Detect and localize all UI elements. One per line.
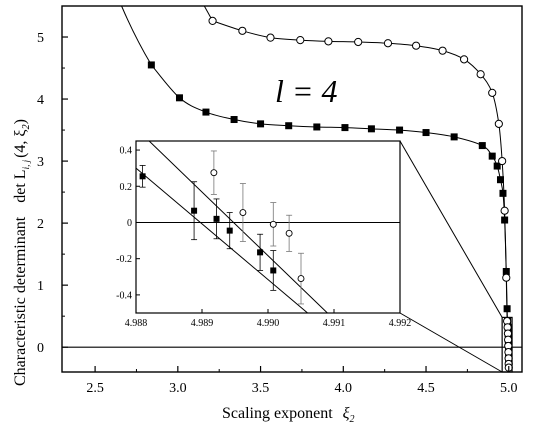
inset-data-point-circle [210,169,218,177]
x-tick-label: 3.5 [252,381,270,396]
data-point-circle [266,33,275,42]
data-point-square [175,94,183,102]
y-axis-args-close: ) [12,119,29,124]
y-tick-label: 4 [37,93,44,108]
inset-x-tick-label: 4.988 [125,318,148,329]
y-axis-det: det L [12,169,29,202]
data-point-square [341,124,349,132]
data-point-circle [412,41,421,50]
inset-y-tick-label: -0.4 [116,290,132,301]
x-tick-label: 4.0 [335,381,353,396]
y-tick-label: 0 [37,341,44,356]
zoom-guide-top [399,140,503,318]
inset-fit-line-circles [148,141,328,313]
inset-y-tick-label: -0.2 [116,254,132,265]
data-point-square [202,108,210,116]
data-point-square [488,152,496,160]
inset-data-point-square [213,215,220,222]
inset-frame [135,140,401,314]
data-point-circle [500,206,509,215]
y-tick-label: 5 [37,31,44,46]
data-point-circle [383,39,393,48]
x-axis-symbol: ξ [343,405,350,422]
data-point-circle [438,46,447,55]
data-point-circle [502,273,511,282]
inset-data-point-square [191,207,198,214]
data-point-square [501,216,509,224]
data-point-square [496,176,504,184]
inset-data-point-circle [297,275,305,283]
main-plot-frame [61,5,523,373]
inset-x-tick-label: 4.992 [389,318,412,329]
inset-data-point-square [226,227,233,234]
annotation-l4: l = 4 [275,73,337,109]
data-point-square [422,129,430,137]
inset-data-point-circle [269,220,277,228]
inset-data-point-circle [239,209,247,216]
y-axis-args: (4, ξ [12,129,29,157]
y-tick-label: 3 [37,155,44,170]
x-tick-label: 3.0 [169,381,187,396]
x-tick-label: 5.0 [500,381,518,396]
data-point-square [257,120,265,128]
x-axis-title-text: Scaling exponent [222,405,333,422]
inset-x-tick-label: 4.989 [191,318,214,329]
inset-fit-line-squares [136,167,308,313]
data-point-square [367,125,375,133]
inset-data-point-circle [285,229,293,237]
zoom-guide-bottom [399,312,503,373]
inset-x-tick-label: 4.990 [257,318,280,329]
y-tick-label: 1 [37,279,44,294]
data-point-circle [208,16,217,25]
data-point-square [147,61,155,69]
data-point-square [503,305,511,313]
x-axis-title: Scaling exponent ξ2 [222,405,355,425]
data-point-square [493,162,501,170]
x-axis-symbol-sub: 2 [350,414,355,425]
y-axis-det-sub: i, j [21,159,31,169]
inset-x-tick-label: 4.991 [323,318,346,329]
y-tick-label: 2 [37,217,44,232]
data-point-circle [459,55,469,64]
inset-data-point-square [257,249,264,256]
data-point-circle [324,37,333,46]
y-axis-args-sub: 2 [21,124,32,129]
inset-y-tick-label: 0.2 [120,182,133,193]
y-axis-title: Characteristic determinant det Li, j (4, ξ… [12,119,32,386]
y-axis-title-text: Characteristic determinant [12,216,29,386]
inset-y-tick-label: 0.4 [120,146,133,157]
inset-data-point-square [139,173,146,180]
data-point-circle [476,70,485,79]
data-point-square [313,123,321,131]
inset-plot-area [136,141,400,313]
data-point-square [230,116,238,124]
inset-y-tick-label: 0 [127,218,132,229]
data-point-square [499,189,507,197]
data-point-circle [238,26,247,35]
data-point-circle [498,156,507,166]
data-point-square [502,268,510,276]
data-point-square [450,133,458,141]
data-point-square [396,126,404,134]
data-point-circle [494,119,503,128]
data-point-square [285,122,293,130]
x-tick-label: 4.5 [417,381,435,396]
data-point-square [478,142,486,150]
inset-data-point-square [270,267,277,274]
data-point-circle [488,88,497,97]
series-squares-curve-lead [121,5,152,66]
data-point-circle [296,36,305,45]
data-point-circle [354,37,363,47]
x-tick-label: 2.5 [86,381,104,396]
